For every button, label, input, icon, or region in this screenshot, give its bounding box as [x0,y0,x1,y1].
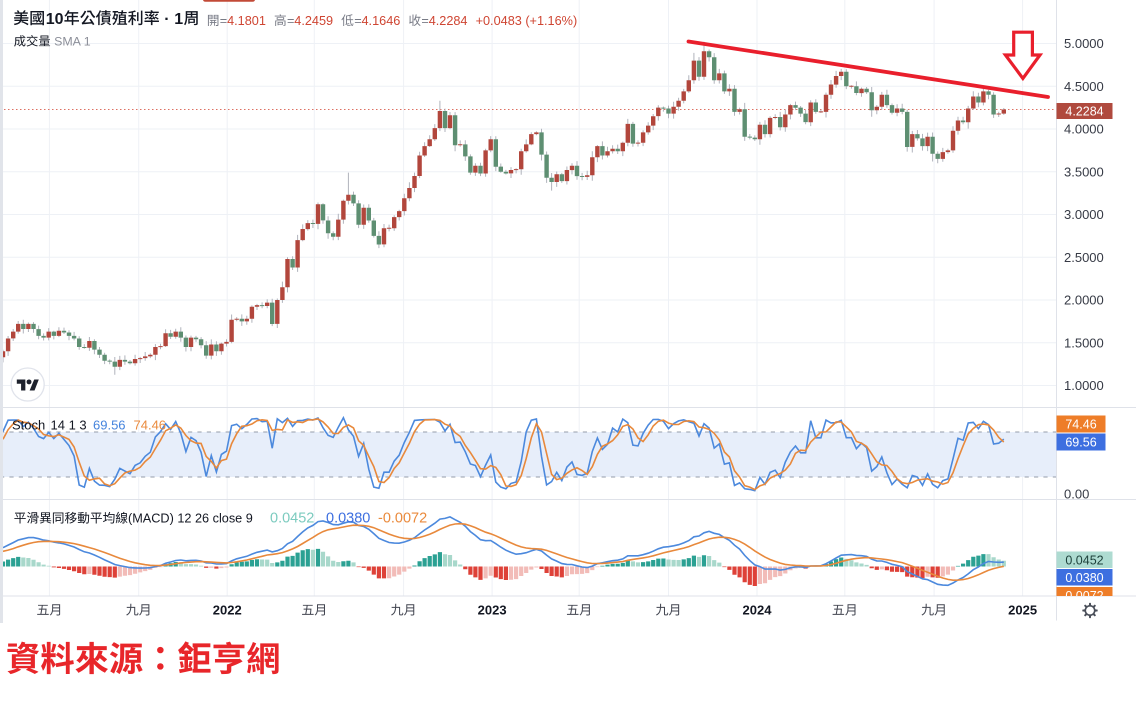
svg-text:=: = [354,14,361,28]
svg-text:2024: 2024 [743,603,773,618]
svg-text:2.5000: 2.5000 [1064,250,1104,265]
svg-text:1: 1 [174,11,183,28]
svg-text:·: · [164,11,169,28]
svg-text:4.0000: 4.0000 [1064,122,1104,137]
svg-text:Stoch: Stoch [12,418,45,433]
svg-text:5.0000: 5.0000 [1064,36,1104,51]
svg-text:4.1646: 4.1646 [362,14,401,28]
svg-text:2.0000: 2.0000 [1064,293,1104,308]
svg-text:0.0452: 0.0452 [1065,554,1103,568]
svg-text:69.56: 69.56 [93,418,126,433]
svg-text:3.0000: 3.0000 [1064,207,1104,222]
svg-text:1.0000: 1.0000 [1064,378,1104,393]
svg-text:SMA 1: SMA 1 [54,35,91,49]
svg-text:0.0380: 0.0380 [326,511,370,527]
svg-text:0.0380: 0.0380 [1065,571,1103,585]
svg-text:2022: 2022 [213,603,242,618]
svg-text:14 1 3: 14 1 3 [51,418,87,433]
svg-text:3.5000: 3.5000 [1064,164,1104,179]
svg-text:-0.0072: -0.0072 [378,511,427,527]
svg-text:2025: 2025 [1008,603,1037,618]
svg-text:74.46: 74.46 [134,418,167,433]
svg-text:0.0452: 0.0452 [270,511,314,527]
svg-text:+0.0483 (+1.16%): +0.0483 (+1.16%) [476,14,578,28]
svg-text:(MACD) 12 26 close 9: (MACD) 12 26 close 9 [128,512,253,526]
svg-text:4.2284: 4.2284 [1065,105,1103,119]
svg-text:4.2459: 4.2459 [294,14,333,28]
svg-text:0.0072: 0.0072 [1065,589,1103,603]
svg-text:=: = [287,14,294,28]
svg-text:4.1801: 4.1801 [227,14,266,28]
svg-text:74.46: 74.46 [1065,418,1096,432]
svg-text:=: = [421,14,428,28]
svg-text:2023: 2023 [478,603,507,618]
svg-text:69.56: 69.56 [1065,436,1096,450]
svg-text:4.2284: 4.2284 [429,14,468,28]
svg-text:10: 10 [46,11,64,28]
svg-text:4.5000: 4.5000 [1064,79,1104,94]
svg-text:0.00: 0.00 [1064,487,1089,502]
svg-text:1.5000: 1.5000 [1064,335,1104,350]
svg-text:=: = [220,14,227,28]
